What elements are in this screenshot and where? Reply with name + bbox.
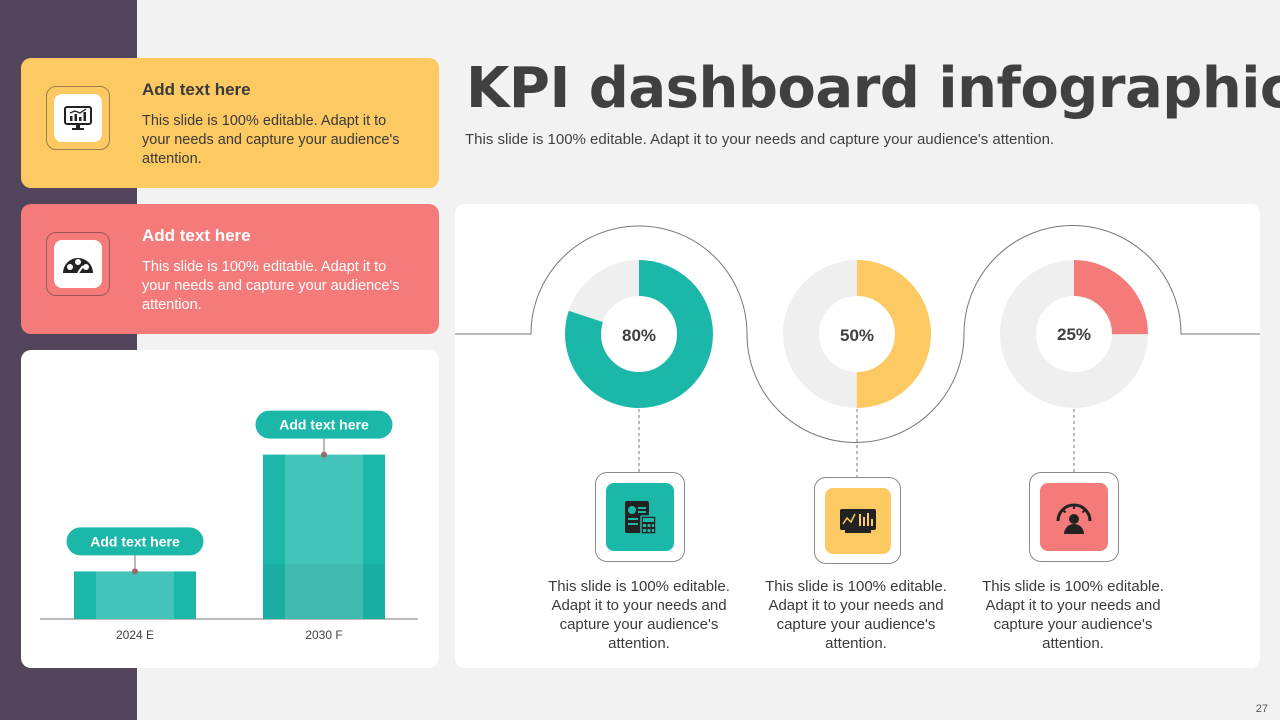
donut-hole	[602, 297, 676, 371]
bar-highlight	[96, 571, 174, 619]
bar-label-dot	[321, 451, 327, 458]
donut-segment-1	[565, 260, 713, 408]
bar-lower-band	[263, 564, 385, 619]
kpi-icon-box-1	[595, 472, 685, 562]
kpi-panel: 80% 50% 25%	[455, 204, 1260, 668]
info-card-1: Add text here This slide is 100% editabl…	[21, 58, 439, 188]
card-body: This slide is 100% editable. Adapt it to…	[142, 113, 400, 167]
monitor-chart-icon	[64, 106, 92, 130]
kpi-icon-box-3	[1029, 472, 1119, 562]
donut-hole	[1037, 297, 1111, 371]
speedometer-faces-icon	[63, 258, 93, 274]
chart-board-icon	[839, 508, 876, 533]
kpi-value-2: 50%	[839, 326, 875, 345]
kpi-icon-box-2	[814, 477, 901, 564]
kpi-description-2: This slide is 100% editable. Adapt it to…	[765, 578, 947, 652]
kpi-description-3: This slide is 100% editable. Adapt it to…	[982, 578, 1164, 652]
bar-chart-card: Add text here 2024 E Add text here 2030 F	[21, 350, 439, 668]
page-number: 27	[1255, 703, 1268, 715]
donut-hole	[820, 297, 894, 371]
bar-label-text: Add text here	[279, 417, 369, 433]
page-title: KPI dashboard infographics	[466, 56, 1280, 121]
card-icon-frame	[46, 86, 110, 150]
card-title: Add text here	[142, 226, 251, 245]
card-icon-frame	[46, 232, 110, 296]
kpi-connector-graphic	[455, 225, 1260, 477]
bar-label-text: Add text here	[90, 533, 180, 549]
bar-highlight	[285, 454, 363, 619]
card-body: This slide is 100% editable. Adapt it to…	[142, 259, 400, 313]
x-tick-label: 2030 F	[305, 628, 342, 642]
kpi-value-1: 80%	[621, 326, 657, 345]
donut-segment-2	[783, 260, 931, 408]
bar-1	[74, 571, 196, 619]
x-tick-label: 2024 E	[116, 628, 154, 642]
bar-label-dot	[132, 568, 138, 575]
report-calculator-icon	[625, 501, 657, 535]
kpi-value-3: 25%	[1056, 325, 1092, 344]
page-subtitle: This slide is 100% editable. Adapt it to…	[465, 131, 1055, 148]
bar-2	[263, 454, 385, 619]
kpi-description-1: This slide is 100% editable. Adapt it to…	[548, 578, 730, 652]
gauge-person-icon	[1056, 503, 1092, 534]
bar-chart: Add text here 2024 E Add text here 2030 F	[40, 410, 418, 642]
donut-segment-3	[1000, 260, 1148, 408]
card-title: Add text here	[142, 80, 251, 99]
bar-label-pill	[255, 410, 393, 439]
connector-line	[455, 225, 1260, 443]
bar-label-pill	[66, 527, 204, 556]
info-card-2: Add text here This slide is 100% editabl…	[21, 204, 439, 334]
